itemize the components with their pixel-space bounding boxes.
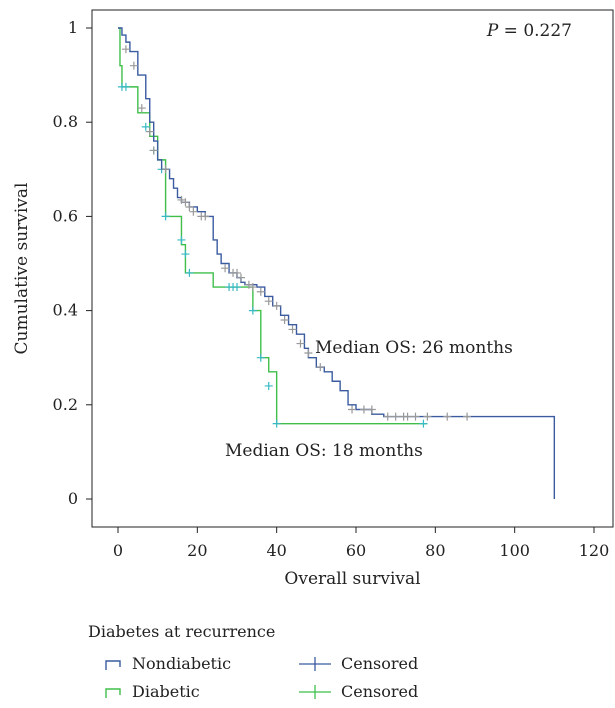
censor-mark — [185, 268, 194, 277]
censor-mark — [236, 273, 245, 282]
censor-mark — [121, 82, 130, 91]
censor-mark — [443, 412, 452, 421]
censor-mark — [272, 419, 281, 428]
x-axis: 0 20 40 60 80 100 120 — [113, 527, 609, 560]
censor-mark — [391, 412, 400, 421]
step-line-icon — [105, 687, 121, 698]
y-axis-title: Cumulative survival — [12, 183, 32, 355]
censor-mark — [256, 353, 265, 362]
censor-mark — [264, 297, 273, 306]
censor-mark — [348, 405, 357, 414]
censor-mark — [181, 250, 190, 259]
p-value-text: = 0.227 — [498, 21, 572, 41]
legend-label: Nondiabetic — [132, 654, 232, 673]
censor-mark — [233, 283, 241, 292]
censor-mark — [304, 348, 313, 357]
censor-mark — [121, 45, 130, 54]
censor-mark — [137, 104, 146, 113]
x-tick-label: 120 — [579, 541, 610, 560]
y-tick-label: 0.8 — [53, 112, 78, 131]
x-tick-label: 0 — [113, 541, 123, 560]
legend-label: Diabetic — [132, 682, 200, 701]
median-os-nondiabetic: Median OS: 26 months — [315, 338, 513, 358]
censor-mark — [411, 412, 420, 421]
censor-mark — [177, 235, 186, 244]
censor-mark — [161, 212, 170, 221]
censor-mark — [383, 412, 392, 421]
legend-title: Diabetes at recurrence — [88, 622, 276, 641]
p-value-annotation: P = 0.227 — [486, 21, 572, 41]
censor-mark — [233, 268, 241, 277]
censor-mark — [185, 202, 194, 211]
x-tick-label: 80 — [425, 541, 445, 560]
censor-plus-icon — [299, 656, 331, 671]
x-axis-title: Overall survival — [284, 569, 420, 589]
censor-mark — [280, 316, 289, 325]
censor-mark — [141, 122, 150, 131]
series-layer — [117, 27, 556, 499]
censor-plus-icon — [299, 684, 331, 699]
censor-mark — [403, 412, 412, 421]
y-axis: 0 0.2 0.4 0.6 0.8 1 — [53, 18, 92, 508]
censor-mark — [221, 264, 230, 273]
censor-mark — [423, 412, 432, 421]
censor-mark — [256, 287, 265, 296]
y-tick-label: 0.2 — [53, 395, 78, 414]
x-tick-label: 40 — [266, 541, 286, 560]
y-tick-label: 0.6 — [53, 206, 78, 225]
step-line-icon — [105, 659, 121, 670]
censor-mark — [161, 165, 170, 174]
censor-mark — [264, 381, 273, 390]
legend-label: Censored — [341, 682, 419, 701]
y-tick-label: 0.4 — [53, 301, 78, 320]
censor-mark — [419, 419, 428, 428]
censor-mark — [248, 306, 257, 315]
censor-mark — [367, 405, 376, 414]
x-tick-label: 20 — [187, 541, 207, 560]
legend-censored-nondiabetic: Censored — [297, 654, 418, 673]
survival-curve-diabetic — [118, 27, 428, 425]
censor-mark — [359, 405, 368, 414]
y-tick-label: 1 — [68, 18, 78, 37]
x-tick-label: 100 — [499, 541, 530, 560]
legend-diabetic: Diabetic — [104, 682, 200, 701]
p-value-label: P — [486, 21, 499, 41]
legend-label: Censored — [341, 654, 419, 673]
censor-mark — [129, 61, 138, 70]
censor-mark — [189, 207, 198, 216]
series-diabetic — [117, 27, 428, 428]
censor-mark — [288, 325, 297, 334]
legend-censored-diabetic: Censored — [297, 682, 418, 701]
censor-mark — [296, 339, 305, 348]
censor-mark — [272, 301, 281, 310]
legend-nondiabetic: Nondiabetic — [104, 654, 231, 673]
censor-mark — [181, 198, 190, 207]
y-tick-label: 0 — [68, 489, 78, 508]
censor-mark — [201, 212, 210, 221]
plot-frame — [91, 9, 614, 528]
censor-mark — [463, 412, 472, 421]
survival-curve-nondiabetic — [118, 27, 556, 499]
censor-mark — [248, 283, 257, 292]
censor-mark — [145, 127, 154, 136]
censor-mark — [316, 363, 325, 372]
series-nondiabetic — [118, 27, 556, 499]
x-tick-label: 60 — [346, 541, 366, 560]
censor-mark — [149, 146, 158, 155]
median-os-diabetic: Median OS: 18 months — [225, 441, 423, 461]
